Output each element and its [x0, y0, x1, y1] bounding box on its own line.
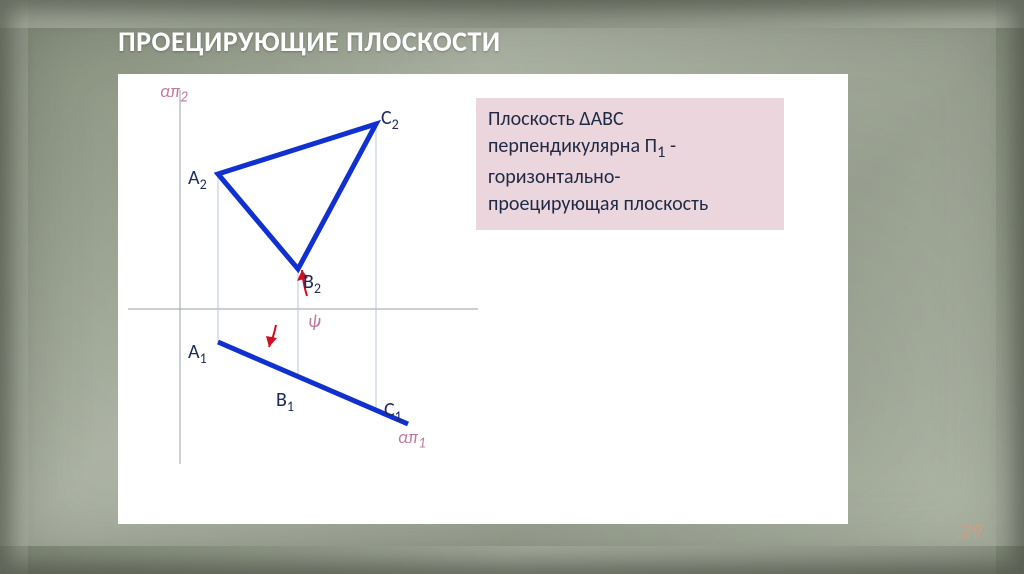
label-c2: C2: [381, 106, 399, 133]
label-a2: A2: [188, 166, 207, 193]
desc-line3: горизонтально-: [488, 165, 621, 189]
slide: ПРОЕЦИРУЮЩИЕ ПЛОСКОСТИ: [0, 0, 1024, 574]
label-b1: B1: [276, 388, 294, 415]
label-a1: A1: [188, 340, 207, 367]
triangle-a2b2c2: [218, 124, 376, 269]
angle-arc-lower: [266, 325, 277, 347]
projection-line-a1c1: [218, 342, 408, 424]
label-psi: ψ: [308, 310, 321, 332]
slide-title: ПРОЕЦИРУЮЩИЕ ПЛОСКОСТИ: [118, 24, 501, 59]
page-number: 29: [960, 517, 982, 544]
label-b2: B2: [303, 270, 321, 297]
label-alpha-pi2: απ2: [160, 80, 188, 107]
label-c1: C1: [384, 398, 402, 425]
desc-line2: перпендикулярна П1 -: [488, 134, 676, 158]
description-box: Плоскость ΔАВС перпендикулярна П1 - гори…: [476, 98, 784, 230]
desc-line1: Плоскость ΔАВС: [488, 107, 624, 131]
drawing-canvas: A2 B2 C2 A1 B1 C1 απ2 απ1 ψ Плоскость ΔА…: [118, 74, 848, 524]
label-alpha-pi1: απ1: [398, 426, 426, 453]
desc-line4: проецирующая плоскость: [488, 192, 708, 216]
